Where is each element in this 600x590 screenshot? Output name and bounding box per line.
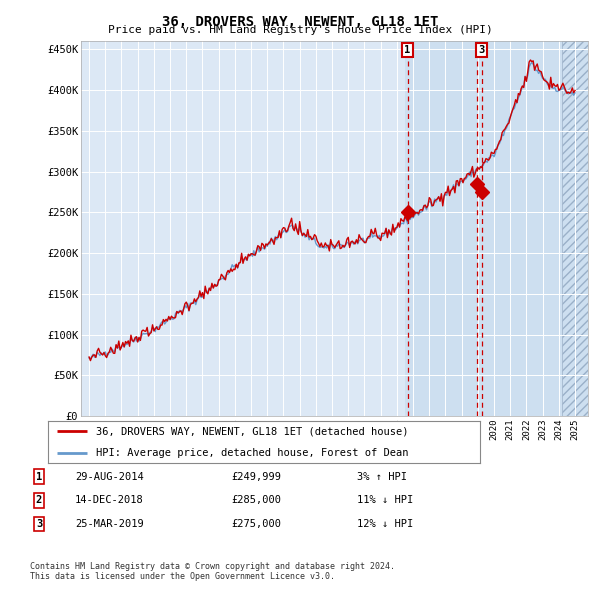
Text: 25-MAR-2019: 25-MAR-2019 — [75, 519, 144, 529]
Text: 1: 1 — [36, 472, 42, 481]
Bar — [562, 41, 588, 416]
Text: 1: 1 — [404, 45, 410, 55]
Text: 11% ↓ HPI: 11% ↓ HPI — [357, 496, 413, 505]
Text: £249,999: £249,999 — [231, 472, 281, 481]
Text: £275,000: £275,000 — [231, 519, 281, 529]
Text: 2: 2 — [36, 496, 42, 505]
Text: 3: 3 — [36, 519, 42, 529]
Text: 3% ↑ HPI: 3% ↑ HPI — [357, 472, 407, 481]
Text: 29-AUG-2014: 29-AUG-2014 — [75, 472, 144, 481]
Text: 36, DROVERS WAY, NEWENT, GL18 1ET (detached house): 36, DROVERS WAY, NEWENT, GL18 1ET (detac… — [95, 427, 408, 436]
Text: HPI: Average price, detached house, Forest of Dean: HPI: Average price, detached house, Fore… — [95, 448, 408, 457]
Text: This data is licensed under the Open Government Licence v3.0.: This data is licensed under the Open Gov… — [30, 572, 335, 581]
Text: Contains HM Land Registry data © Crown copyright and database right 2024.: Contains HM Land Registry data © Crown c… — [30, 562, 395, 571]
Text: 3: 3 — [478, 45, 485, 55]
Text: 12% ↓ HPI: 12% ↓ HPI — [357, 519, 413, 529]
Text: Price paid vs. HM Land Registry's House Price Index (HPI): Price paid vs. HM Land Registry's House … — [107, 25, 493, 35]
Bar — [405, 41, 562, 416]
Text: 36, DROVERS WAY, NEWENT, GL18 1ET: 36, DROVERS WAY, NEWENT, GL18 1ET — [162, 15, 438, 29]
Text: £285,000: £285,000 — [231, 496, 281, 505]
Text: 14-DEC-2018: 14-DEC-2018 — [75, 496, 144, 505]
